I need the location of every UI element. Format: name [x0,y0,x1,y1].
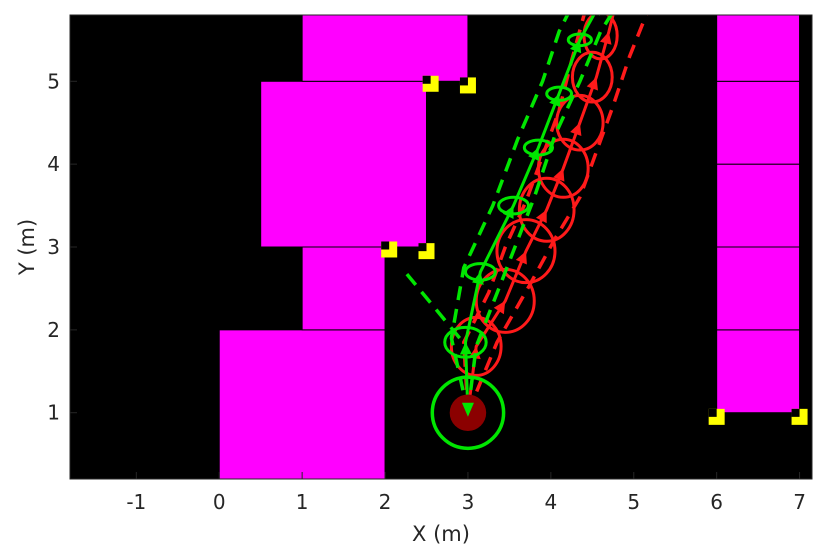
corner-marker-notch [459,77,468,86]
x-tick-label: 6 [710,490,723,514]
red-arrowhead [570,122,582,137]
green-lower-bound-line [449,15,570,414]
obstacle-block [716,80,801,165]
red-uncertainty-ellipse [517,176,576,243]
x-tick-label: 7 [793,490,806,514]
red-arrowhead [608,0,620,12]
red-uncertainty-ellipse [536,137,590,199]
plot-background [70,15,812,479]
y-axis-label: Y (m) [15,219,39,276]
green-arrowhead [472,271,484,285]
obstacle-block [301,15,469,82]
red-uncertainty-ellipse [570,50,614,104]
obstacle-block [716,329,801,414]
corner-marker-notch [791,408,800,417]
x-tick-label: 5 [627,490,640,514]
red-arrowhead [553,168,565,182]
red-arrowhead [493,300,506,315]
obstacle-block [260,80,427,248]
y-tick-label: 2 [47,318,60,342]
x-tick-label: 4 [544,490,557,514]
green-arrowhead [459,342,472,355]
obstacle-block [716,246,801,331]
red-arrowhead [586,77,598,91]
corner-marker-notch [418,243,427,252]
green-arrowhead [598,15,601,16]
obstacle-block [218,329,386,479]
x-tick-label: 1 [296,490,309,514]
green-arrowhead [569,39,582,54]
x-axis-label: X (m) [412,522,470,546]
corner-marker-notch [422,75,431,84]
green-arrowhead [502,205,514,219]
obstacle-block [716,15,801,82]
red-uncertainty-ellipse [495,218,557,285]
green-arrowhead [549,93,561,108]
red-arrowhead [599,31,612,45]
x-tick-label: 3 [462,490,475,514]
red-arrowhead [515,251,527,265]
y-tick-label: 4 [47,152,60,176]
x-tick-label: 0 [213,490,226,514]
green-uncertainty-ellipse [443,325,488,359]
red-uncertainty-ellipse [449,315,503,377]
obstacle-block [716,163,801,248]
corner-marker-notch [381,241,390,250]
green-branch-line [400,266,462,340]
y-tick-label: 3 [47,235,60,259]
robot-ring [430,375,506,451]
green-uncertainty-ellipse [497,195,530,216]
obstacle-block [301,246,386,331]
x-tick-label: -1 [126,490,146,514]
corner-marker-notch [708,408,717,417]
red-lower-bound-line [462,15,586,413]
green-arrowhead [528,147,540,161]
red-upper-bound-line [466,15,648,414]
x-tick-label: 2 [379,490,392,514]
y-tick-label: 5 [47,69,60,93]
robot-heading-arrow [461,402,474,417]
y-tick-label: 1 [47,401,60,425]
red-arrowhead [535,209,547,224]
